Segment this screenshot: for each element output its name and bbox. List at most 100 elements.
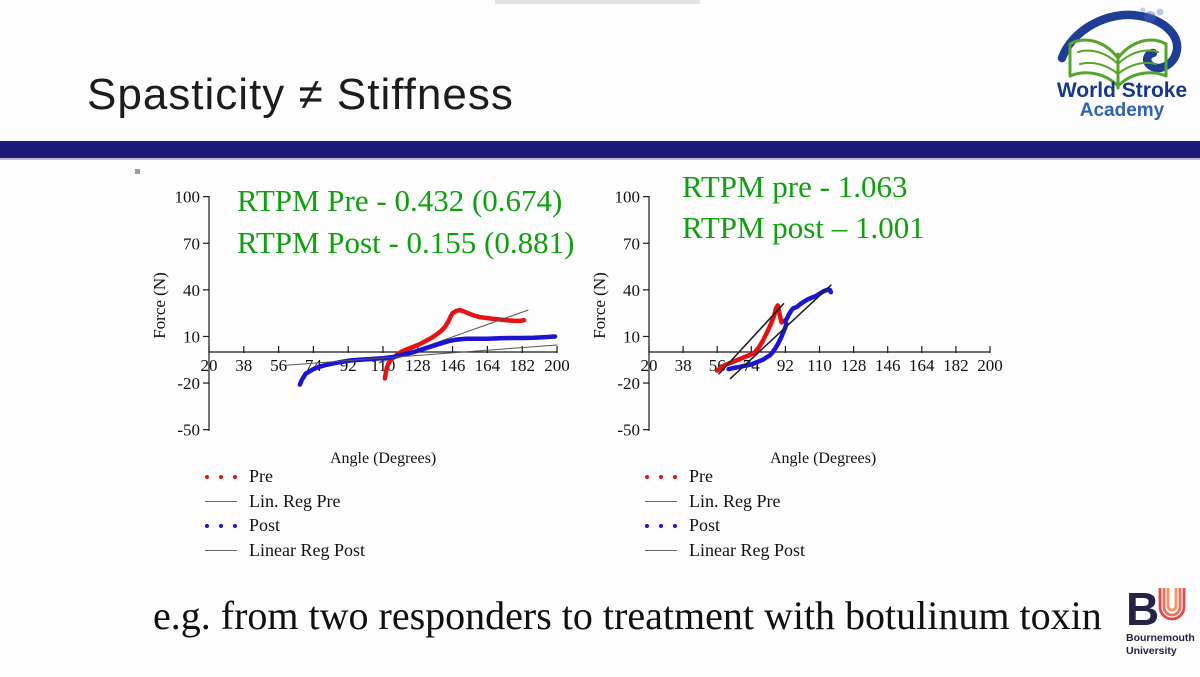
y-tick-label: 10 [183,327,200,346]
right-chart-xaxis-label: Angle (Degrees) [770,450,877,467]
wsa-sparkle-icon [1140,7,1164,23]
dotted-series-swatch-icon [205,523,237,528]
x-tick-label: 164 [475,356,501,375]
bu-letter-b: B [1126,583,1159,635]
legend-dot [659,523,663,528]
left-chart-xaxis-label: Angle (Degrees) [330,450,437,467]
bu-letter-u-icon [1158,588,1186,621]
line-series-swatch-icon [645,500,677,502]
bu-logo-graphic: B Bournemouth University [1126,583,1195,657]
y-axis-title: Force (N) [590,272,609,339]
x-tick-label: 200 [544,356,570,375]
left-chart-plot: 20 38 56 74 92 110 128 146 164 182 200100704010-20… [150,188,570,440]
bu-name-line2: University [1126,645,1177,657]
x-tick-label: 38 [675,356,692,375]
series-post [726,287,834,372]
x-tick-label: 56 [270,356,287,375]
line-series-swatch-icon [205,549,237,551]
y-tick-label: 70 [183,234,200,253]
left-chart-legend: Pre Lin. Reg Pre Post Linear Reg Post [205,466,445,564]
divider-bar [0,141,1200,160]
right-chart-legend: Pre Lin. Reg Pre Post Linear Reg Post [645,466,885,564]
legend-dot [219,523,223,528]
y-tick-label: -20 [617,374,640,393]
series-post [297,334,558,387]
bullet-dot [135,169,140,174]
y-tick-label: 40 [623,281,640,300]
y-axis-title: Force (N) [150,272,169,339]
page-title: Spasticity ≠ Stiffness [87,70,514,119]
legend-item: Pre [205,466,445,487]
legend-line [205,500,237,502]
x-tick-label: 182 [943,356,969,375]
legend-label: Lin. Reg Pre [689,490,781,511]
legend-dot [659,474,663,479]
legend-item: Pre [645,466,885,487]
x-tick-label: 128 [405,356,431,375]
x-tick-label: 182 [509,356,535,375]
x-tick-label: 200 [977,356,1003,375]
y-tick-label: 70 [623,234,640,253]
wsa-open-book-icon [1068,38,1168,90]
dotted-series-swatch-icon [205,474,237,479]
x-tick-label: 92 [777,356,794,375]
x-tick-label: 164 [909,356,935,375]
dotted-series-swatch-icon [645,474,677,479]
right-chart-annotation-post: RTPM post – 1.001 [682,210,925,245]
top-strip [495,0,700,4]
line-series-swatch-icon [205,500,237,502]
legend-dot [233,474,237,479]
series-linear-reg-post [285,344,558,366]
y-tick-label: 100 [615,188,641,207]
legend-label: Pre [689,466,713,486]
legend-label: Linear Reg Post [249,539,365,560]
legend-label: Post [249,515,281,535]
series-lin-reg-pre [718,302,785,375]
legend-item: Post [205,515,445,536]
y-tick-label: 10 [623,327,640,346]
legend-dot [205,523,209,528]
caption-text: e.g. from two responders to treatment wi… [153,593,1102,638]
legend-dot [233,523,237,528]
y-tick-label: -50 [177,421,200,440]
bu-name-line1: Bournemouth [1126,632,1195,644]
legend-dot [673,523,677,528]
y-tick-label: -20 [177,374,200,393]
legend-item: Lin. Reg Pre [205,491,445,512]
x-tick-label: 146 [875,356,901,375]
legend-dot [645,523,649,528]
left-chart-annotation-pre: RTPM Pre - 0.432 (0.674) [237,183,563,218]
legend-item: Post [645,515,885,536]
legend-item: Linear Reg Post [205,540,445,561]
legend-dot [205,474,209,479]
wsa-logo-name: World Stroke [1056,79,1188,102]
y-tick-label: -50 [617,421,640,440]
right-chart-plot: 20 38 56 74 92 110 128 146 164 182 200100704010-20… [590,188,1003,440]
legend-dot [645,474,649,479]
x-tick-label: 20 [641,356,658,375]
left-chart-annotation-post: RTPM Post - 0.155 (0.881) [237,225,575,260]
legend-label: Linear Reg Post [689,539,805,560]
y-tick-label: 40 [183,281,200,300]
series-linear-reg-post [729,284,832,380]
wsa-logo-graphic [1057,7,1182,90]
legend-label: Post [689,515,721,535]
legend-item: Linear Reg Post [645,540,885,561]
dotted-series-swatch-icon [645,523,677,528]
legend-item: Lin. Reg Pre [645,491,885,512]
x-tick-label: 110 [807,356,832,375]
legend-dot [219,474,223,479]
series-pre [714,303,786,373]
legend-label: Pre [249,466,273,486]
x-tick-label: 38 [235,356,252,375]
right-chart-annotation-pre: RTPM pre - 1.063 [682,169,908,204]
x-tick-label: 128 [841,356,867,375]
legend-line [205,549,237,551]
x-tick-label: 146 [440,356,466,375]
legend-line [645,500,677,502]
legend-line [645,549,677,551]
wsa-logo-subname: Academy [1079,100,1165,121]
legend-dot [673,474,677,479]
legend-label: Lin. Reg Pre [249,490,341,511]
